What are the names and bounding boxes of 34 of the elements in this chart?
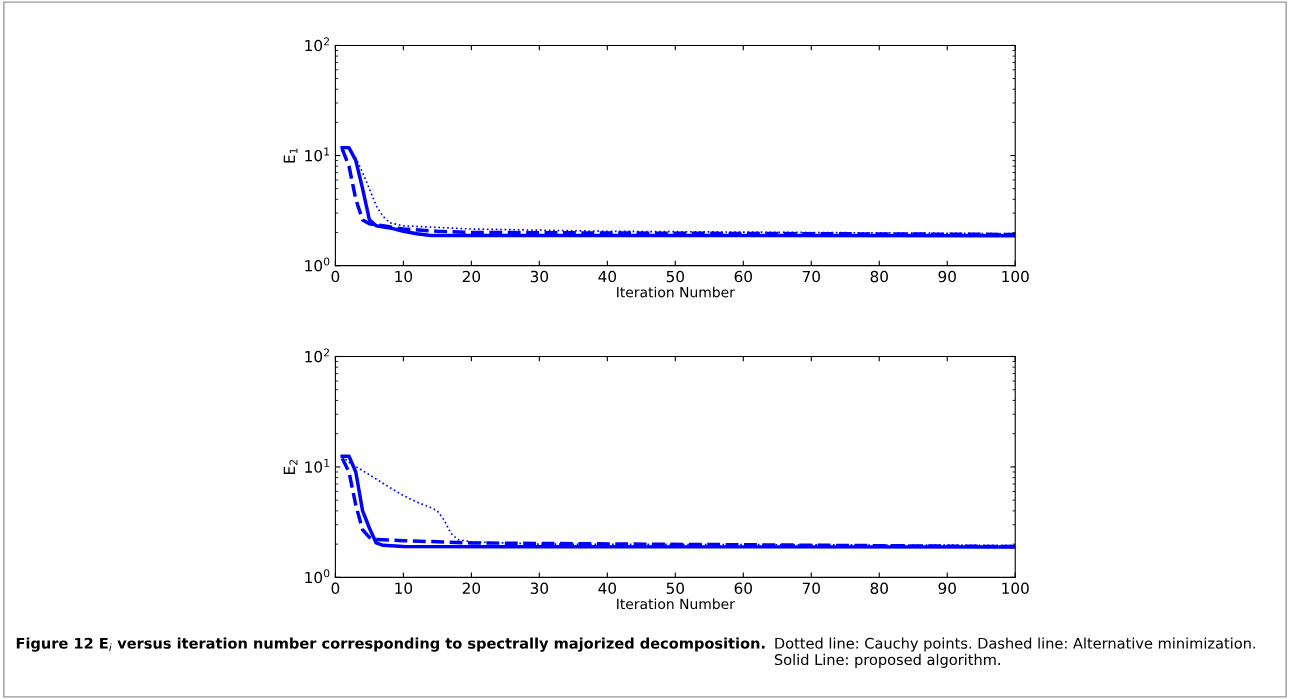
x-tick-label: 60: [734, 582, 752, 595]
x-tick-label: 70: [802, 582, 820, 595]
x-tick-label: 0: [331, 270, 340, 283]
x-tick-label: 0: [331, 582, 340, 595]
x-tick-label: 80: [870, 582, 888, 595]
x-tick-label: 100: [1002, 582, 1029, 595]
y-axis-title: E$_{2}$: [283, 459, 298, 474]
x-tick-label: 10: [395, 270, 413, 283]
x-tick-label: 70: [802, 270, 820, 283]
x-tick-label: 20: [462, 582, 481, 595]
y-tick-label: 10$^{0}$: [305, 569, 330, 584]
y-tick-label: 10$^{0}$: [305, 257, 330, 272]
x-tick-label: 50: [666, 582, 685, 595]
y-tick-label: 10$^{1}$: [305, 147, 330, 162]
x-tick-label: 100: [1002, 270, 1029, 283]
x-axis-title: Iteration Number: [617, 286, 735, 298]
x-tick-label: 50: [666, 270, 685, 283]
y-tick-label: 10$^{2}$: [305, 348, 329, 363]
x-tick-label: 60: [734, 270, 752, 283]
x-axis-title: Iteration Number: [617, 598, 735, 610]
x-tick-label: 30: [530, 270, 549, 283]
x-tick-label: 40: [598, 582, 617, 595]
x-tick-label: 90: [938, 582, 956, 595]
x-tick-label: 30: [530, 582, 549, 595]
x-tick-label: 80: [870, 270, 888, 283]
y-tick-label: 10$^{1}$: [305, 458, 330, 473]
x-tick-label: 20: [462, 270, 481, 283]
x-tick-label: 90: [938, 270, 956, 283]
x-tick-label: 10: [395, 582, 413, 595]
y-tick-label: 10$^{2}$: [305, 37, 329, 52]
text: Dotted line: Cauchy points. Dashed line: Alternative minimization. Solid Line: proposed algorithm.: [774, 637, 1255, 668]
caption: Figure 12 E$_{i}$ versus iteration number corresponding to spectrally majorized decomposition.: [16, 637, 765, 652]
y-axis-title: E$_{1}$: [283, 148, 298, 163]
x-tick-label: 40: [598, 270, 617, 283]
